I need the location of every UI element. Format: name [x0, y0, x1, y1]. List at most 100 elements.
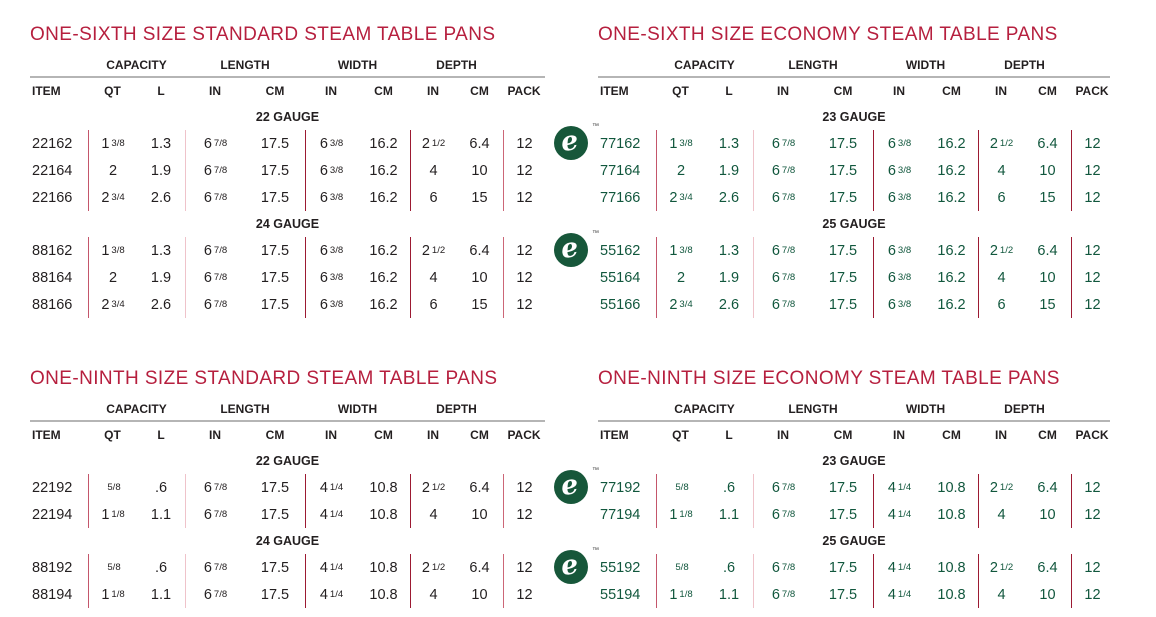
tables-grid: ONE-SIXTH SIZE STANDARD STEAM TABLE PANS… [30, 24, 1156, 608]
cell-width-in: 6 3/8 [873, 264, 925, 291]
cell-length-in: 6 7/8 [185, 474, 245, 501]
cell-length-in: 6 7/8 [753, 581, 813, 608]
table-row: e ™ 55192 5/8.6 6 7/8 17.5 4 1/4 10.8 2 1/2 6.4 12 [554, 547, 1110, 584]
cell-length-in: 6 7/8 [753, 184, 813, 211]
cell-depth-in: 2 1/2 [410, 554, 456, 581]
cell-length-in: 6 7/8 [185, 184, 245, 211]
group-header-depth: DEPTH [436, 401, 477, 416]
fraction: 1/4 [329, 482, 344, 493]
fraction: 7/8 [213, 192, 228, 203]
column-header-width-in: IN [893, 84, 905, 98]
table-row: 22192 5/8 .6 6 7/8 17.5 4 1/4 10.8 2 1/2 6.4 12 [30, 474, 545, 501]
cell-length-in: 6 7/8 [185, 237, 245, 264]
column-header-depth-in: IN [427, 84, 439, 98]
fraction: 3/8 [897, 192, 912, 203]
cell-depth-in: 6 [410, 291, 456, 318]
cell-pack: 12 [503, 291, 545, 318]
cell-length-in: 6 7/8 [185, 501, 245, 528]
cell-pack: 12 [503, 501, 545, 528]
cell-pack: 12 [503, 157, 545, 184]
group-header-depth: DEPTH [436, 57, 477, 72]
column-header-depth-in: IN [995, 84, 1007, 98]
table-row: 88162 1 3/8 1.3 6 7/8 17.5 6 3/8 16.2 2 1/2 6.4 12 [30, 237, 545, 264]
cell-width-cm: 16.2 [937, 135, 966, 152]
cell-item: 77162 [600, 135, 641, 152]
column-header-width-in: IN [893, 428, 905, 442]
fraction: 7/8 [781, 589, 796, 600]
cell-l: .6 [722, 559, 736, 576]
fraction: 3/8 [679, 245, 693, 256]
fraction: 7/8 [781, 245, 796, 256]
cell-width-cm: 10.8 [369, 586, 398, 603]
column-header-length-cm: CM [265, 84, 285, 98]
cell-item: 22164 [32, 162, 73, 179]
fraction: 5/8 [107, 482, 121, 493]
cell-qt: 2 3/4 [88, 291, 137, 318]
table-row: 22164 2 1.9 6 7/8 17.5 6 3/8 16.2 4 10 12 [30, 157, 545, 184]
cell-pack: 12 [1071, 237, 1113, 264]
cell-depth-cm: 6.4 [469, 242, 490, 259]
fraction: 1/2 [431, 245, 446, 256]
cell-width-cm: 10.8 [937, 479, 966, 496]
cell-l: 1.1 [150, 506, 172, 523]
cell-depth-cm: 10 [471, 162, 488, 179]
cell-l: 1.9 [718, 269, 740, 286]
spec-table: CAPACITY LENGTH WIDTH DEPTH ITEM QT L IN CM IN CM I… [554, 400, 1110, 608]
fraction: 5/8 [675, 562, 689, 573]
cell-width-cm: 16.2 [369, 135, 398, 152]
column-header-l: L [157, 84, 165, 98]
fraction: 1/8 [679, 509, 693, 520]
cell-qt: 1 1/8 [656, 501, 705, 528]
cell-width-cm: 16.2 [937, 162, 966, 179]
cell-length-in: 6 7/8 [753, 291, 813, 318]
fraction: 3/8 [329, 192, 344, 203]
cell-depth-cm: 15 [471, 189, 488, 206]
cell-width-cm: 16.2 [369, 296, 398, 313]
cell-width-in: 6 3/8 [305, 264, 357, 291]
column-header-width-cm: CM [374, 428, 393, 442]
logo-e-glyph: e [559, 548, 581, 582]
economy-e-logo-icon: e ™ [554, 230, 599, 267]
cell-item: 88192 [32, 559, 73, 576]
cell-length-in: 6 7/8 [753, 264, 813, 291]
cell-qt: 2 3/4 [656, 184, 705, 211]
cell-depth-in: 4 [978, 501, 1024, 528]
cell-width-in: 4 1/4 [305, 474, 357, 501]
cell-qt: 2 [656, 157, 705, 184]
cell-length-in: 6 7/8 [753, 474, 813, 501]
cell-pack: 12 [503, 581, 545, 608]
cell-item: 22166 [32, 189, 73, 206]
table-row: 77166 2 3/4 2.6 6 7/8 17.5 6 3/8 16.2 6 15 12 [598, 184, 1110, 211]
cell-depth-cm: 10 [1039, 506, 1056, 523]
column-header-row: ITEM QT L IN CM IN CM IN CM PACK [598, 422, 1110, 448]
cell-qt: 1 3/8 [88, 130, 137, 157]
fraction: 3/8 [329, 299, 344, 310]
table-section-one-sixth-economy: ONE-SIXTH SIZE ECONOMY STEAM TABLE PANS … [554, 24, 1113, 318]
table-row: 55194 1 1/8 1.1 6 7/8 17.5 4 1/4 10.8 4 10 12 [598, 581, 1110, 608]
fraction: 1/4 [329, 562, 344, 573]
cell-width-in: 4 1/4 [305, 501, 357, 528]
cell-item: 55192 [600, 559, 641, 576]
column-header-pack: PACK [1075, 428, 1109, 442]
trademark-symbol: ™ [592, 230, 599, 237]
fraction: 7/8 [781, 299, 796, 310]
fraction: 7/8 [213, 299, 228, 310]
cell-depth-cm: 6.4 [1037, 242, 1058, 259]
cell-length-cm: 17.5 [828, 189, 858, 206]
cell-depth-in: 2 1/2 [978, 554, 1024, 581]
cell-depth-cm: 10 [1039, 162, 1056, 179]
cell-item: 88166 [32, 296, 73, 313]
cell-width-in: 6 3/8 [305, 130, 357, 157]
cell-depth-cm: 6.4 [469, 479, 490, 496]
fraction: 7/8 [781, 562, 796, 573]
table-row: e ™ 55162 1 3/8 1.3 6 7/8 17.5 6 3/8 16.2 2 1/2 6.4 12 [554, 230, 1113, 267]
column-header-length-cm: CM [265, 428, 285, 442]
cell-depth-cm: 6.4 [469, 135, 490, 152]
cell-length-in: 6 7/8 [185, 291, 245, 318]
cell-depth-in: 4 [410, 157, 456, 184]
cell-depth-cm: 6.4 [469, 559, 490, 576]
spec-table: CAPACITY LENGTH WIDTH DEPTH ITEM QT L IN CM IN CM I… [30, 400, 545, 608]
gauge-heading: 25 GAUGE [822, 534, 886, 548]
cell-depth-cm: 10 [471, 586, 488, 603]
cell-qt: 2 3/4 [656, 291, 705, 318]
